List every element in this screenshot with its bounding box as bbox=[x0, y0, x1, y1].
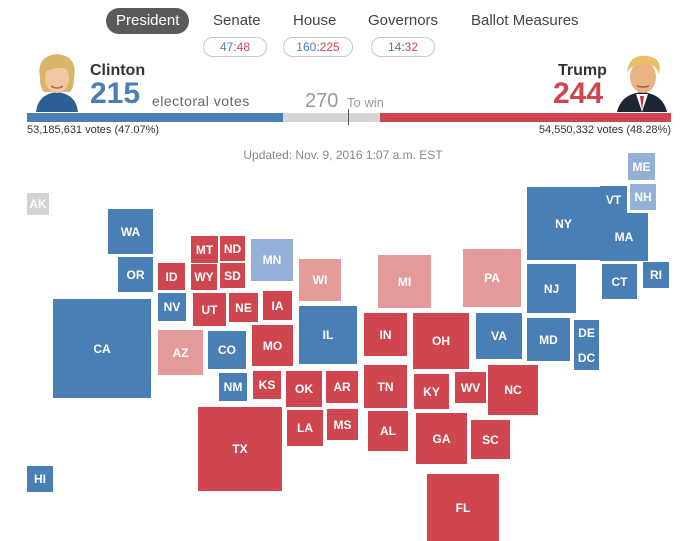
governors-dem-count: 14 bbox=[387, 40, 402, 54]
state-tile-wv[interactable]: WV bbox=[455, 372, 486, 403]
house-count-separator: : bbox=[316, 40, 320, 54]
state-tile-ut[interactable]: UT bbox=[193, 293, 226, 326]
state-tile-ct[interactable]: CT bbox=[602, 264, 637, 299]
state-tile-wa[interactable]: WA bbox=[108, 209, 153, 254]
state-tile-ar[interactable]: AR bbox=[326, 371, 358, 403]
clinton-name: Clinton bbox=[90, 62, 146, 79]
state-tile-ms[interactable]: MS bbox=[327, 409, 358, 440]
clinton-electoral-votes: 215 bbox=[90, 77, 141, 110]
trump-vote-bar bbox=[380, 113, 671, 122]
state-tile-nm[interactable]: NM bbox=[219, 373, 247, 401]
state-tile-id[interactable]: ID bbox=[158, 263, 185, 290]
electoral-vote-bar bbox=[27, 113, 671, 122]
tab-house[interactable]: House bbox=[293, 12, 337, 29]
trump-avatar bbox=[611, 48, 673, 112]
clinton-avatar bbox=[26, 48, 88, 112]
state-tile-nd[interactable]: ND bbox=[220, 236, 245, 261]
to-win-label: To win bbox=[347, 95, 384, 110]
state-tile-tn[interactable]: TN bbox=[364, 365, 407, 408]
tab-president[interactable]: President bbox=[106, 8, 190, 34]
state-tile-pa[interactable]: PA bbox=[463, 249, 521, 307]
state-tile-oh[interactable]: OH bbox=[413, 313, 469, 369]
house-dem-count: 160 bbox=[296, 40, 317, 54]
state-tile-ak[interactable]: AK bbox=[27, 193, 49, 215]
win-threshold-marker bbox=[348, 109, 349, 125]
state-tile-va[interactable]: VA bbox=[476, 313, 522, 359]
state-tile-hi[interactable]: HI bbox=[27, 466, 53, 492]
state-tile-ca[interactable]: CA bbox=[53, 299, 151, 398]
state-tile-mo[interactable]: MO bbox=[252, 325, 293, 366]
state-tile-al[interactable]: AL bbox=[368, 411, 408, 451]
state-tile-dc[interactable]: DC bbox=[574, 345, 599, 370]
senate-count-pill[interactable]: 47:48 bbox=[203, 37, 267, 57]
state-tile-ok[interactable]: OK bbox=[286, 371, 322, 407]
state-tile-nc[interactable]: NC bbox=[488, 365, 538, 415]
governors-rep-count: 32 bbox=[404, 40, 419, 54]
updated-timestamp: Updated: Nov. 9, 2016 1:07 a.m. EST bbox=[243, 148, 443, 162]
state-tile-la[interactable]: LA bbox=[287, 410, 323, 446]
state-tile-tx[interactable]: TX bbox=[198, 407, 282, 491]
state-tile-de[interactable]: DE bbox=[574, 320, 599, 345]
state-tile-md[interactable]: MD bbox=[527, 318, 570, 361]
state-tile-in[interactable]: IN bbox=[364, 313, 407, 356]
clinton-vote-bar bbox=[27, 113, 283, 122]
state-tile-co[interactable]: CO bbox=[208, 331, 246, 369]
electoral-votes-label: electoral votes bbox=[152, 93, 250, 109]
state-tile-az[interactable]: AZ bbox=[158, 330, 203, 375]
state-tile-il[interactable]: IL bbox=[299, 306, 357, 364]
state-tile-mt[interactable]: MT bbox=[191, 236, 218, 263]
state-tile-wy[interactable]: WY bbox=[191, 264, 217, 290]
state-tile-wi[interactable]: WI bbox=[299, 259, 341, 301]
tab-governors[interactable]: Governors bbox=[368, 12, 439, 29]
state-tile-nj[interactable]: NJ bbox=[527, 264, 576, 313]
to-win-number: 270 bbox=[305, 90, 339, 112]
state-tile-vt[interactable]: VT bbox=[600, 186, 627, 213]
house-count-pill[interactable]: 160:225 bbox=[283, 37, 353, 57]
senate-count-separator: : bbox=[233, 40, 237, 54]
tab-senate[interactable]: Senate bbox=[213, 12, 261, 29]
governors-count-separator: : bbox=[401, 40, 405, 54]
state-tile-fl[interactable]: FL bbox=[427, 474, 499, 541]
state-tile-ks[interactable]: KS bbox=[253, 371, 281, 399]
state-tile-ma[interactable]: MA bbox=[600, 213, 648, 261]
state-tile-nv[interactable]: NV bbox=[158, 293, 186, 321]
state-tile-mn[interactable]: MN bbox=[251, 239, 293, 281]
state-tile-sc[interactable]: SC bbox=[471, 420, 510, 459]
tab-ballot-measures[interactable]: Ballot Measures bbox=[471, 12, 579, 29]
senate-dem-count: 47 bbox=[219, 40, 234, 54]
state-tile-me[interactable]: ME bbox=[628, 153, 655, 180]
clinton-popular-vote: 53,185,631 votes (47.07%) bbox=[27, 124, 160, 136]
state-tile-ne[interactable]: NE bbox=[229, 293, 258, 322]
state-tile-ga[interactable]: GA bbox=[416, 413, 467, 464]
trump-electoral-votes: 244 bbox=[553, 77, 604, 110]
state-tile-sd[interactable]: SD bbox=[220, 263, 245, 288]
state-tile-nh[interactable]: NH bbox=[630, 184, 656, 210]
state-tile-ky[interactable]: KY bbox=[414, 374, 449, 409]
trump-popular-vote: 54,550,332 votes (48.28%) bbox=[538, 124, 671, 136]
state-tile-or[interactable]: OR bbox=[118, 257, 153, 292]
state-tile-ri[interactable]: RI bbox=[643, 262, 669, 288]
state-tile-ia[interactable]: IA bbox=[263, 291, 292, 320]
state-tile-mi[interactable]: MI bbox=[378, 255, 431, 308]
trump-name: Trump bbox=[558, 62, 607, 79]
house-rep-count: 225 bbox=[319, 40, 340, 54]
senate-rep-count: 48 bbox=[236, 40, 251, 54]
state-tile-ny[interactable]: NY bbox=[527, 187, 600, 260]
governors-count-pill[interactable]: 14:32 bbox=[371, 37, 435, 57]
